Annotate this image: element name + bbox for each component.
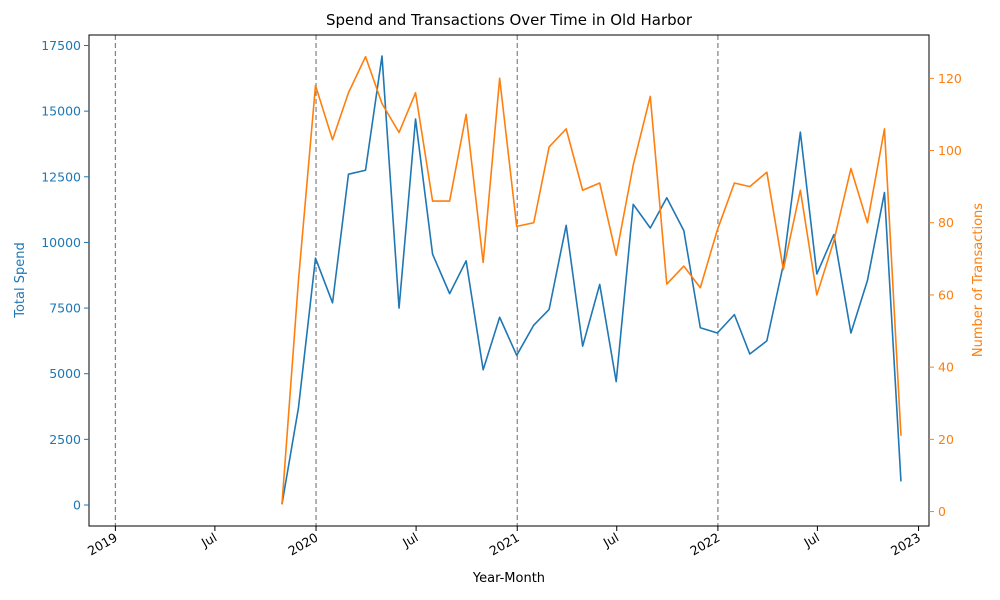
right-axis-title: Number of Transactions xyxy=(971,203,986,357)
right-tick-label: 60 xyxy=(938,287,954,302)
right-tick-label: 120 xyxy=(938,71,962,86)
series-line-total-spend xyxy=(281,55,902,505)
left-tick-label: 7500 xyxy=(49,301,81,316)
left-tick-label: 12500 xyxy=(41,169,81,184)
left-tick-label: 17500 xyxy=(41,38,81,53)
chart-title: Spend and Transactions Over Time in Old … xyxy=(326,11,693,29)
series-layer xyxy=(281,55,902,505)
year-divider-lines xyxy=(114,35,719,526)
left-tick-label: 10000 xyxy=(41,235,81,250)
x-tick-label: Jul xyxy=(399,530,420,551)
left-tick-label: 2500 xyxy=(49,432,81,447)
left-tick-label: 15000 xyxy=(41,104,81,119)
right-y-axis: 0 20 40 60 80 100 120 xyxy=(929,71,962,519)
right-tick-label: 20 xyxy=(938,432,954,447)
series-line-transactions xyxy=(281,55,902,505)
x-tick-label: Jul xyxy=(600,530,621,551)
x-axis-title: Year-Month xyxy=(472,571,545,586)
right-tick-label: 100 xyxy=(938,143,962,158)
right-tick-label: 0 xyxy=(938,504,946,519)
right-tick-label: 40 xyxy=(938,360,954,375)
left-axis-title: Total Spend xyxy=(13,242,28,319)
left-tick-label: 0 xyxy=(73,497,81,512)
right-tick-label: 80 xyxy=(938,215,954,230)
plot-area xyxy=(89,35,929,526)
left-tick-label: 5000 xyxy=(49,366,81,381)
x-tick-label: Jul xyxy=(800,530,821,551)
left-y-axis: 0 2500 5000 7500 10000 12500 15000 17500 xyxy=(41,38,89,512)
plot-frame xyxy=(88,34,930,527)
x-tick-label: Jul xyxy=(198,530,219,551)
